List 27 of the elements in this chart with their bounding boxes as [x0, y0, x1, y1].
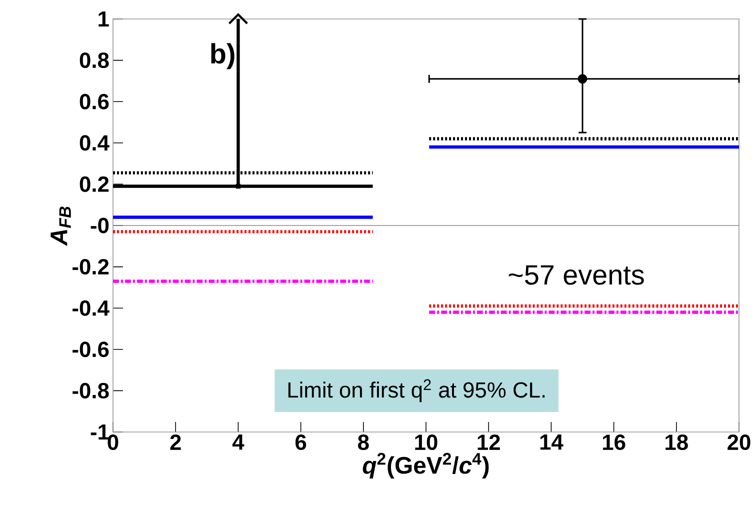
y-tick-label: -0.2	[72, 259, 109, 275]
y-tick-label: -0.4	[72, 300, 110, 316]
y-tick-label: -1	[90, 424, 109, 440]
x-tick-label: 8	[358, 434, 369, 450]
y-tick-label: 0.2	[80, 176, 109, 192]
x-tick-label: 4	[232, 434, 244, 450]
x-tick-label: 20	[728, 434, 750, 450]
y-tick-label: 0.4	[80, 135, 110, 151]
x-tick-label: 12	[478, 434, 500, 450]
annotation: ~57 events	[508, 265, 644, 285]
annotation: Limit on first q$^{2}$ at 95% CL.	[288, 379, 545, 402]
y-tick-label: -0.6	[72, 342, 109, 358]
y-axis-title: A$_{FB}$	[50, 206, 71, 246]
y-tick-label: 0.6	[80, 94, 109, 110]
x-tick-label: 10	[415, 434, 438, 450]
x-tick-label: 18	[666, 434, 688, 450]
y-tick-label: -0.8	[72, 382, 109, 398]
y-tick-label: -0	[90, 218, 109, 234]
x-tick-label: 6	[296, 434, 306, 450]
x-tick-label: 14	[540, 434, 564, 450]
annotation: b)	[211, 43, 234, 70]
x-tick-label: 16	[602, 434, 626, 450]
x-tick-label: 2	[170, 434, 181, 450]
x-axis-title: q$^{2}$(GeV$^{2}$/c$^{4}$)	[362, 452, 489, 479]
x-tick-label: 0	[108, 434, 118, 450]
y-tick-label: 1	[98, 11, 109, 27]
y-tick-label: 0.8	[80, 52, 109, 68]
